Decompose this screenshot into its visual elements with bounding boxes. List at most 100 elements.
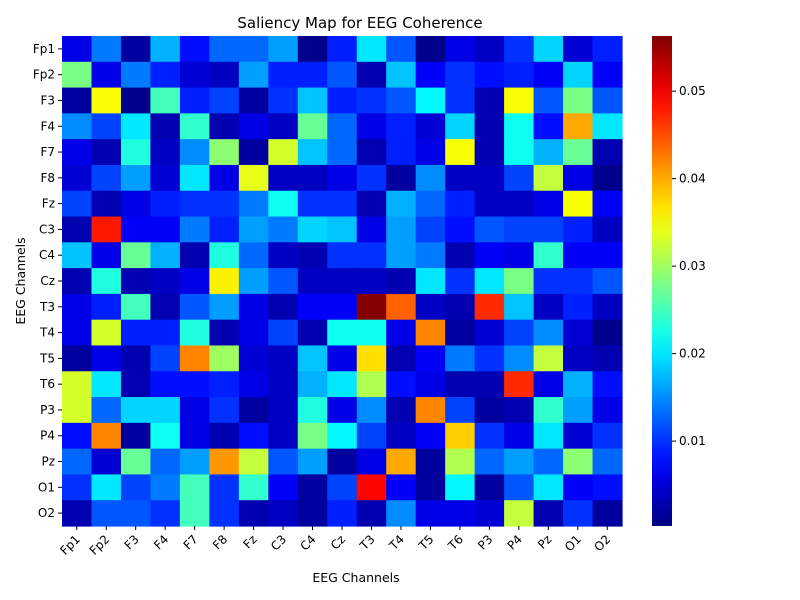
heatmap-cell-C3-T3 xyxy=(356,216,387,243)
heatmap-cell-O2-F7 xyxy=(179,500,210,527)
heatmap-cell-Pz-O2 xyxy=(592,448,623,476)
heatmap-cell-T6-P4 xyxy=(504,371,535,398)
heatmap-cell-T3-T6 xyxy=(445,293,476,321)
heatmap-cell-F4-F4 xyxy=(150,113,181,140)
heatmap-cell-C3-C4 xyxy=(297,216,328,243)
y-tick-label: P4 xyxy=(40,429,55,443)
heatmap-cell-T6-T6 xyxy=(445,371,476,398)
heatmap-cell-P4-Cz xyxy=(327,422,358,450)
heatmap-cell-F7-O1 xyxy=(563,139,594,166)
heatmap-cell-Cz-Fz xyxy=(238,268,269,295)
y-tick-label: Fp1 xyxy=(33,42,55,56)
heatmap-cell-P3-F7 xyxy=(179,397,210,424)
heatmap-cell-P3-T4 xyxy=(386,397,417,424)
heatmap-cell-Fp2-T4 xyxy=(386,61,417,89)
heatmap-cell-C3-C3 xyxy=(268,216,299,243)
heatmap-cell-P4-T5 xyxy=(415,422,446,450)
heatmap-cell-O2-T5 xyxy=(415,500,446,527)
heatmap-cell-T5-T5 xyxy=(415,345,446,372)
heatmap-cell-Cz-Fp2 xyxy=(91,268,122,295)
heatmap-cell-P3-Pz xyxy=(533,397,564,424)
x-axis-ticks: Fp1 Fp2 F3 F4 F7 F8 Fz C3 C4 Cz T3 T4 T5 T6 P3 P4 Pz O1 O2 xyxy=(57,526,613,558)
heatmap-cell-Fp1-C3 xyxy=(268,36,299,63)
heatmap-cell-Cz-T3 xyxy=(356,268,387,295)
heatmap-cell-O2-T3 xyxy=(356,500,387,527)
heatmap-cell-T4-O2 xyxy=(592,319,623,347)
heatmap-cell-T4-Fz xyxy=(238,319,269,347)
x-tick-label: Fp2 xyxy=(87,532,113,558)
heatmap-cell-Pz-Fp1 xyxy=(62,448,93,476)
heatmap-cell-F4-O1 xyxy=(563,113,594,140)
heatmap-cell-C3-F7 xyxy=(179,216,210,243)
heatmap-cell-Fz-F3 xyxy=(120,190,152,218)
heatmap-cell-F8-C4 xyxy=(297,164,328,192)
heatmap-cell-T5-C4 xyxy=(297,345,328,372)
heatmap-cell-T6-T3 xyxy=(356,371,387,398)
heatmap-cell-F7-Cz xyxy=(327,139,358,166)
heatmap-cell-P3-Cz xyxy=(327,397,358,424)
heatmap-cell-Fp1-O1 xyxy=(563,36,594,63)
heatmap-cell-T3-O2 xyxy=(592,293,623,321)
heatmap-cell-P3-Fp2 xyxy=(91,397,122,424)
heatmap-cell-Cz-C4 xyxy=(297,268,328,295)
heatmap-cell-O2-Cz xyxy=(327,500,358,527)
heatmap-cell-C3-T6 xyxy=(445,216,476,243)
heatmap-cell-F7-T3 xyxy=(356,139,387,166)
x-tick-label: O2 xyxy=(591,532,613,554)
heatmap-cell-C4-Fz xyxy=(238,242,269,269)
x-tick-label: F8 xyxy=(210,532,230,552)
heatmap-cell-F7-Fz xyxy=(238,139,269,166)
heatmap-cell-T3-F8 xyxy=(209,293,240,321)
heatmap-cell-Cz-Pz xyxy=(533,268,564,295)
heatmap-cell-T3-F7 xyxy=(179,293,210,321)
heatmap-cell-F7-P4 xyxy=(504,139,535,166)
heatmap-cell-T5-O1 xyxy=(563,345,594,372)
heatmap-cell-F4-Cz xyxy=(327,113,358,140)
heatmap-cell-F4-Fz xyxy=(238,113,269,140)
heatmap-cell-T5-T3 xyxy=(356,345,387,372)
heatmap-cell-C4-T6 xyxy=(445,242,476,269)
heatmap-cell-P3-O1 xyxy=(563,397,594,424)
heatmap-cell-O1-Fz xyxy=(238,474,269,501)
heatmap-cell-T6-P3 xyxy=(474,371,505,398)
heatmap-cell-T3-Pz xyxy=(533,293,564,321)
colorbar-tick-label: 0.03 xyxy=(679,259,706,273)
heatmap-cell-T3-C3 xyxy=(268,293,299,321)
heatmap-cell-Fz-T3 xyxy=(356,190,387,218)
heatmap-cell-F3-O1 xyxy=(563,87,594,114)
heatmap-cell-C3-F3 xyxy=(120,216,152,243)
heatmap-cell-O2-F3 xyxy=(120,500,152,527)
y-tick-label: O1 xyxy=(38,480,55,494)
y-axis-ticks: Fp1 Fp2 F3 F4 F7 F8 Fz C3 C4 Cz T3 T4 T5 T6 P3 P4 Pz O1 O2 xyxy=(33,42,62,520)
heatmap-cell-O2-Fp2 xyxy=(91,500,122,527)
heatmap-cell-P4-C4 xyxy=(297,422,328,450)
heatmap-cell-T5-P4 xyxy=(504,345,535,372)
heatmap-cell-Cz-F7 xyxy=(179,268,210,295)
heatmap-cell-Fp2-F4 xyxy=(150,61,181,89)
x-tick-label: P3 xyxy=(475,532,495,552)
heatmap-cell-T4-Fp2 xyxy=(91,319,122,347)
heatmap-cell-Fz-T4 xyxy=(386,190,417,218)
heatmap-cell-O2-C4 xyxy=(297,500,328,527)
heatmap-cell-F8-Fp1 xyxy=(62,164,93,192)
heatmap-cell-F3-T5 xyxy=(415,87,446,114)
y-tick-label: F8 xyxy=(40,171,55,185)
heatmap-cell-F3-F7 xyxy=(179,87,210,114)
heatmap-cell-P3-Fp1 xyxy=(62,397,93,424)
heatmap-cell-F8-Pz xyxy=(533,164,564,192)
heatmap-cell-O2-O2 xyxy=(592,500,623,527)
y-tick-label: C3 xyxy=(39,222,55,236)
heatmap-cell-Fp1-T6 xyxy=(445,36,476,63)
heatmap-cell-T4-O1 xyxy=(563,319,594,347)
heatmap-cell-F8-Cz xyxy=(327,164,358,192)
heatmap-cell-Fz-P4 xyxy=(504,190,535,218)
y-tick-label: T6 xyxy=(39,377,55,391)
heatmap-cell-T5-C3 xyxy=(268,345,299,372)
heatmap-cell-P4-F4 xyxy=(150,422,181,450)
heatmap-cell-C4-F7 xyxy=(179,242,210,269)
heatmap-cell-O1-T6 xyxy=(445,474,476,501)
heatmap-cell-P3-C4 xyxy=(297,397,328,424)
heatmap-cell-T4-C4 xyxy=(297,319,328,347)
y-tick-label: F4 xyxy=(40,119,55,133)
heatmap-cell-Fp2-P3 xyxy=(474,61,505,89)
